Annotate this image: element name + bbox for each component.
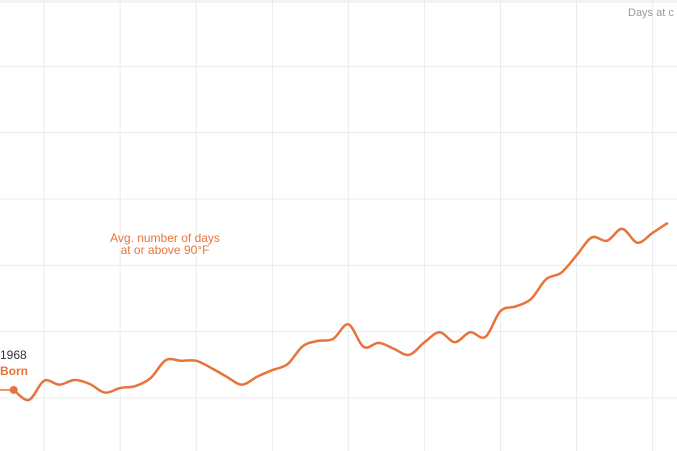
marker-label: Born — [0, 364, 28, 378]
top-band — [0, 0, 677, 3]
line — [12, 221, 669, 402]
annotation: at or above 90°F — [121, 243, 210, 257]
marker-year: 1968 — [0, 348, 27, 362]
axis-label: Days at c — [628, 7, 674, 19]
plot: 1968 Born — [0, 221, 669, 402]
marker-dot — [9, 385, 18, 394]
annotation: Avg. number of days — [110, 231, 220, 245]
